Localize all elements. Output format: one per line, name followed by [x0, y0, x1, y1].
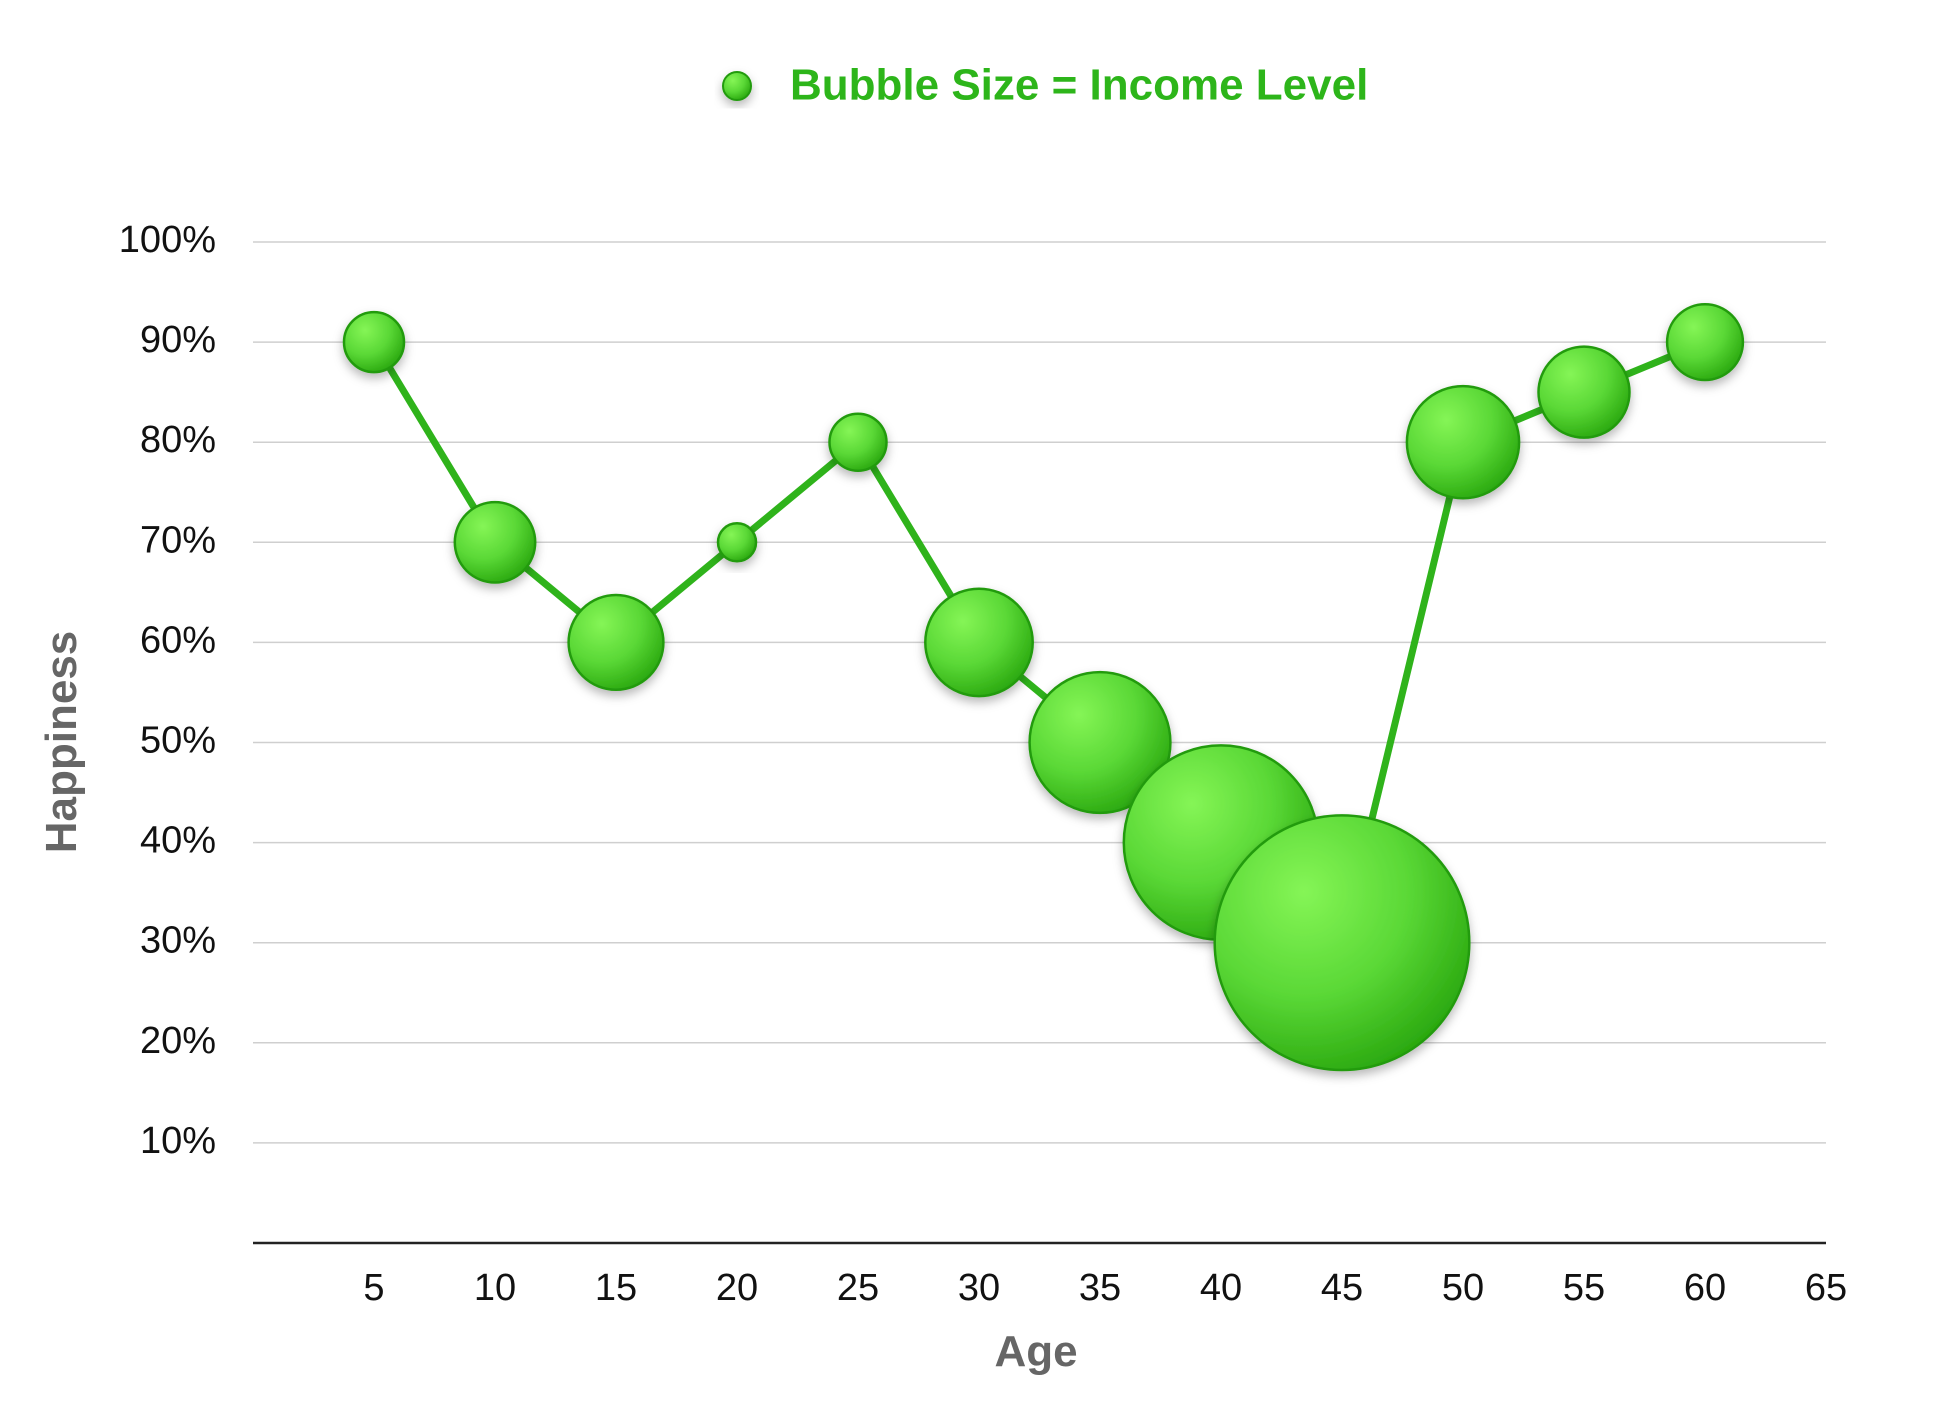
bubble-point	[716, 522, 758, 563]
x-tick-label: 65	[1805, 1267, 1847, 1309]
x-tick-label: 30	[958, 1267, 1000, 1309]
x-tick-label: 20	[716, 1267, 758, 1309]
y-tick-label: 30%	[140, 920, 216, 962]
bubble-point	[567, 593, 665, 692]
y-tick-label: 60%	[140, 619, 216, 661]
y-tick-label: 80%	[140, 419, 216, 461]
bubble-point	[453, 500, 537, 584]
y-tick-label: 100%	[119, 219, 216, 261]
bubble-point	[1213, 814, 1471, 1072]
x-tick-label: 25	[837, 1267, 879, 1309]
y-tick-label: 50%	[140, 720, 216, 762]
x-tick-label: 55	[1563, 1267, 1605, 1309]
x-tick-label: 45	[1321, 1267, 1363, 1309]
x-tick-label: 60	[1684, 1267, 1726, 1309]
y-tick-label: 40%	[140, 820, 216, 862]
x-axis-ticks: 5 10 15 20 25 30 35 40 45 50 55 60 65	[363, 1267, 1847, 1309]
y-axis-ticks: 10% 20% 30% 40% 50% 60% 70% 80% 90% 100%	[119, 219, 216, 1162]
bubbles	[342, 302, 1745, 1072]
bubble-point	[1665, 302, 1745, 382]
x-tick-label: 50	[1442, 1267, 1484, 1309]
x-tick-label: 40	[1200, 1267, 1242, 1309]
bubble-point	[1537, 345, 1631, 439]
bubble-point	[828, 412, 888, 472]
x-tick-label: 35	[1079, 1267, 1121, 1309]
y-tick-label: 70%	[140, 519, 216, 561]
bubble-point	[1028, 670, 1172, 815]
y-tick-label: 20%	[140, 1020, 216, 1062]
y-axis-title: Happiness	[37, 631, 86, 854]
y-tick-label: 90%	[140, 319, 216, 361]
x-tick-label: 10	[474, 1267, 516, 1309]
x-tick-label: 5	[363, 1267, 384, 1309]
y-tick-label: 10%	[140, 1120, 216, 1162]
bubble-point	[1405, 384, 1521, 500]
bubble-point	[924, 587, 1034, 698]
legend-label: Bubble Size = Income Level	[790, 61, 1368, 110]
x-tick-label: 15	[595, 1267, 637, 1309]
legend-marker	[722, 71, 752, 101]
bubble-point	[342, 310, 406, 374]
x-axis-title: Age	[994, 1327, 1077, 1376]
legend: Bubble Size = Income Level	[722, 61, 1368, 110]
